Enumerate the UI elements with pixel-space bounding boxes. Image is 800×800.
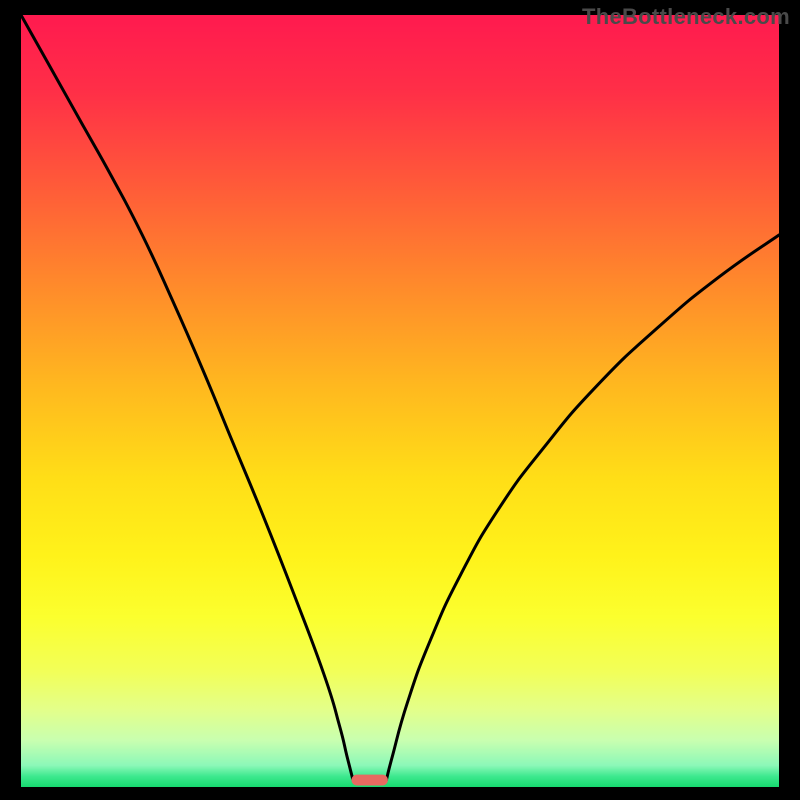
chart-svg	[0, 0, 800, 800]
optimal-marker	[351, 775, 387, 786]
watermark-text: TheBottleneck.com	[582, 4, 790, 30]
gradient-background	[21, 15, 779, 787]
chart-stage: TheBottleneck.com	[0, 0, 800, 800]
